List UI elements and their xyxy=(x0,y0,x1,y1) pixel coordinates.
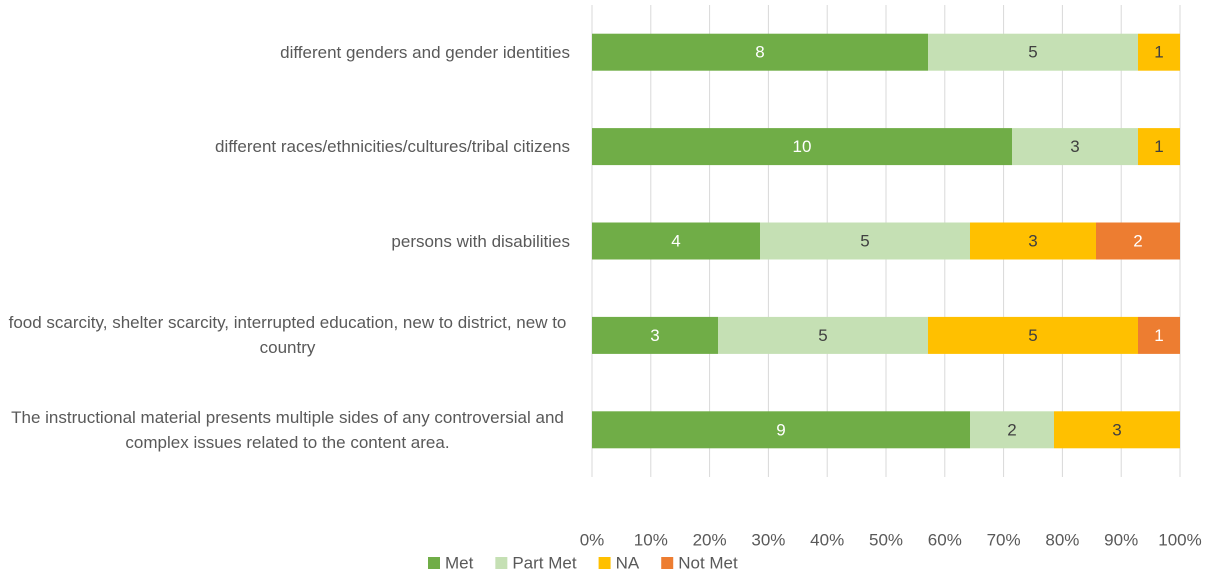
data-label: 4 xyxy=(671,231,680,250)
legend-swatch xyxy=(661,557,674,569)
data-label: 8 xyxy=(755,43,764,62)
data-label: 5 xyxy=(1028,43,1037,62)
data-label: 1 xyxy=(1154,326,1163,345)
x-tick-label: 50% xyxy=(869,530,903,549)
legend-swatch xyxy=(495,557,508,569)
x-tick-label: 10% xyxy=(634,530,668,549)
x-tick-label: 70% xyxy=(987,530,1021,549)
category-text: persons with disabilities xyxy=(391,231,570,251)
y-tick-label: The instructional material presents mult… xyxy=(5,390,570,470)
x-tick-label: 0% xyxy=(580,530,605,549)
bar-segment xyxy=(592,222,760,260)
bar-segment xyxy=(970,222,1096,260)
data-label: 9 xyxy=(776,420,785,439)
bar-segment xyxy=(718,316,928,354)
bar-segment xyxy=(970,411,1054,449)
bar-segment xyxy=(1138,316,1180,354)
bar-segment xyxy=(1138,33,1180,71)
legend-label: Not Met xyxy=(678,553,738,572)
data-label: 3 xyxy=(1112,420,1121,439)
category-text: different races/ethnicities/cultures/tri… xyxy=(215,137,570,157)
bar-segment xyxy=(1054,411,1180,449)
data-label: 3 xyxy=(1028,231,1037,250)
y-tick-label: persons with disabilities xyxy=(5,201,570,281)
x-tick-label: 30% xyxy=(751,530,785,549)
x-tick-label: 80% xyxy=(1045,530,1079,549)
legend-label: NA xyxy=(616,553,640,572)
bar-segment xyxy=(592,33,928,71)
x-tick-label: 100% xyxy=(1158,530,1201,549)
data-label: 5 xyxy=(860,231,869,250)
legend-swatch xyxy=(598,557,611,569)
bar-segment xyxy=(1096,222,1180,260)
legend-swatch xyxy=(428,557,440,569)
data-label: 2 xyxy=(1007,420,1016,439)
x-tick-label: 40% xyxy=(810,530,844,549)
data-label: 1 xyxy=(1154,137,1163,156)
data-label: 3 xyxy=(1070,137,1079,156)
category-text: The instructional material presents mult… xyxy=(11,407,564,452)
bar-segment xyxy=(760,222,970,260)
category-text: different genders and gender identities xyxy=(280,42,570,62)
data-label: 10 xyxy=(793,137,812,156)
data-label: 5 xyxy=(1028,326,1037,345)
legend-label: Met xyxy=(445,553,474,572)
bar-segment xyxy=(592,128,1012,166)
bar-segment xyxy=(928,33,1138,71)
legend-label: Part Met xyxy=(512,553,577,572)
y-tick-label: different genders and gender identities xyxy=(5,12,570,92)
bar-segment xyxy=(1012,128,1138,166)
data-label: 2 xyxy=(1133,231,1142,250)
data-label: 1 xyxy=(1154,43,1163,62)
data-label: 3 xyxy=(650,326,659,345)
category-text: food scarcity, shelter scarcity, interru… xyxy=(8,313,567,358)
bar-segment xyxy=(1138,128,1180,166)
data-label: 5 xyxy=(818,326,827,345)
y-tick-label: different races/ethnicities/cultures/tri… xyxy=(5,107,570,187)
bar-segment xyxy=(592,316,718,354)
x-tick-label: 60% xyxy=(928,530,962,549)
x-tick-label: 90% xyxy=(1104,530,1138,549)
bar-segment xyxy=(592,411,970,449)
y-tick-label: food scarcity, shelter scarcity, interru… xyxy=(5,295,570,375)
x-tick-label: 20% xyxy=(693,530,727,549)
bar-segment xyxy=(928,316,1138,354)
